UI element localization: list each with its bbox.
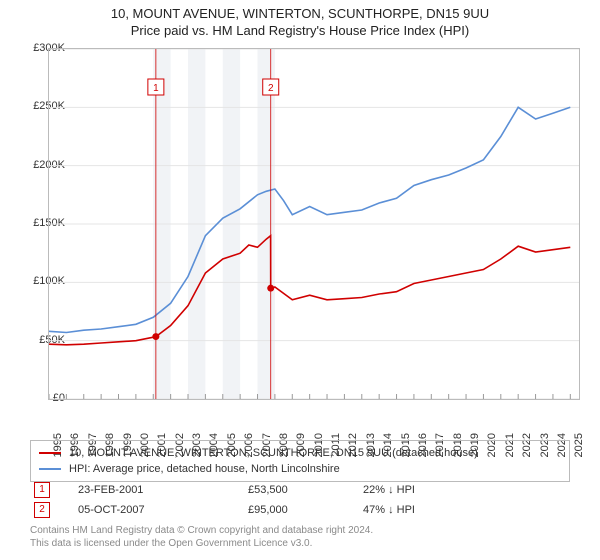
- legend-item-property: 10, MOUNT AVENUE, WINTERTON, SCUNTHORPE,…: [39, 445, 561, 461]
- chart-container: 10, MOUNT AVENUE, WINTERTON, SCUNTHORPE,…: [0, 0, 600, 560]
- legend-label-hpi: HPI: Average price, detached house, Nort…: [69, 461, 340, 477]
- svg-text:1: 1: [153, 83, 159, 94]
- marker-table: 1 23-FEB-2001 £53,500 22% ↓ HPI 2 05-OCT…: [30, 480, 570, 520]
- footer-line1: Contains HM Land Registry data © Crown c…: [30, 524, 373, 537]
- chart-svg: 12: [49, 49, 579, 399]
- marker-badge-2: 2: [34, 502, 50, 518]
- marker-delta-2: 47% ↓ HPI: [363, 504, 493, 516]
- title-block: 10, MOUNT AVENUE, WINTERTON, SCUNTHORPE,…: [0, 0, 600, 38]
- chart-title: 10, MOUNT AVENUE, WINTERTON, SCUNTHORPE,…: [0, 6, 600, 21]
- marker-price-2: £95,000: [248, 504, 363, 516]
- legend: 10, MOUNT AVENUE, WINTERTON, SCUNTHORPE,…: [30, 440, 570, 482]
- svg-text:2: 2: [268, 83, 274, 94]
- marker-date-2: 05-OCT-2007: [78, 504, 248, 516]
- marker-row-1: 1 23-FEB-2001 £53,500 22% ↓ HPI: [30, 480, 570, 500]
- footer: Contains HM Land Registry data © Crown c…: [30, 524, 373, 550]
- marker-delta-1: 22% ↓ HPI: [363, 484, 493, 496]
- chart-subtitle: Price paid vs. HM Land Registry's House …: [0, 23, 600, 38]
- marker-row-2: 2 05-OCT-2007 £95,000 47% ↓ HPI: [30, 500, 570, 520]
- legend-item-hpi: HPI: Average price, detached house, Nort…: [39, 461, 561, 477]
- marker-badge-1: 1: [34, 482, 50, 498]
- x-tick-label: 2025: [573, 433, 585, 457]
- legend-swatch-hpi: [39, 468, 61, 470]
- plot-area: 12: [48, 48, 580, 400]
- footer-line2: This data is licensed under the Open Gov…: [30, 537, 373, 550]
- legend-swatch-property: [39, 452, 61, 454]
- legend-label-property: 10, MOUNT AVENUE, WINTERTON, SCUNTHORPE,…: [69, 445, 478, 461]
- marker-price-1: £53,500: [248, 484, 363, 496]
- marker-date-1: 23-FEB-2001: [78, 484, 248, 496]
